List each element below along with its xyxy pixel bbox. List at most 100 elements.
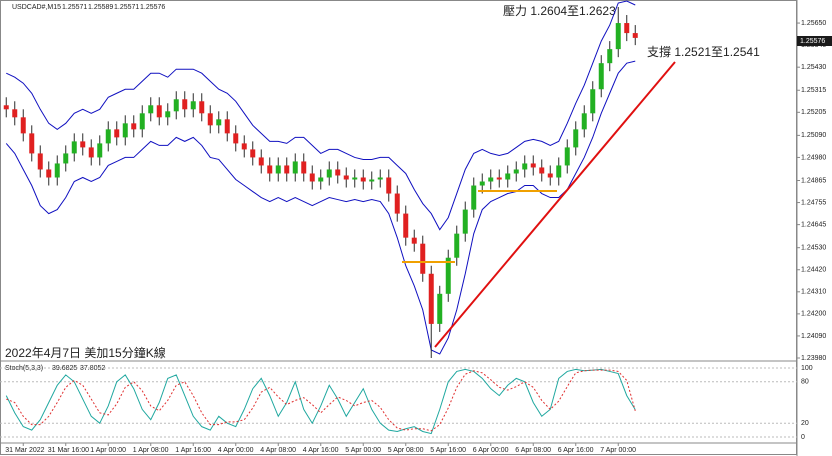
candle-body: [131, 123, 137, 130]
y-tick-label: 1.25090: [801, 132, 826, 139]
x-tick-label: 7 Apr 00:00: [600, 447, 636, 454]
candle-body: [522, 163, 528, 170]
candle-body: [335, 169, 341, 176]
candle-body: [318, 177, 324, 182]
candle-body: [513, 169, 519, 174]
candle-body: [615, 23, 621, 50]
candle-body: [54, 163, 60, 178]
candle-body: [105, 129, 111, 144]
candle-body: [326, 169, 332, 178]
candle-body: [182, 99, 188, 110]
candle-body: [309, 173, 315, 182]
candle-body: [224, 119, 230, 134]
quote-low: 1.25571: [114, 4, 139, 11]
chart-caption: 2022年4月7日 美加15分鐘K線: [5, 345, 166, 360]
candle-body: [20, 117, 26, 134]
candle-body: [488, 177, 494, 182]
y-tick-label: 20: [801, 420, 809, 427]
candle-body: [241, 143, 247, 150]
chart-header: USDCAD#,M15 1.25571 1.25589 1.25571 1.25…: [12, 4, 165, 11]
x-tick-label: 6 Apr 08:00: [515, 447, 551, 454]
x-tick-label: 6 Apr 00:00: [473, 447, 509, 454]
y-tick-label: 1.24755: [801, 199, 826, 206]
candle-body: [148, 105, 154, 114]
candle-body: [156, 105, 162, 118]
candle-body: [556, 165, 562, 178]
candle-body: [564, 147, 570, 166]
candle-body: [403, 213, 409, 238]
candle-body: [207, 113, 213, 126]
candle-body: [352, 177, 358, 180]
y-tick-label: 100: [801, 365, 813, 372]
trend-line: [434, 61, 676, 348]
price-marker-label: 1.25576: [800, 38, 825, 45]
candle-body: [369, 179, 375, 182]
candle-body: [3, 105, 9, 110]
candle-body: [496, 177, 502, 180]
x-tick-label: 4 Apr 16:00: [303, 447, 339, 454]
candle-body: [437, 293, 443, 324]
candle-body: [122, 123, 128, 138]
x-tick-label: 5 Apr 16:00: [430, 447, 466, 454]
indicator-line: [6, 369, 636, 432]
indicator-line: [5, 368, 636, 435]
candle-body: [258, 157, 264, 166]
candle-body: [547, 173, 553, 178]
candle-body: [598, 63, 604, 90]
x-tick-label: 4 Apr 00:00: [218, 447, 254, 454]
y-tick-label: 1.24980: [801, 154, 826, 161]
frame: [0, 0, 797, 455]
y-tick-label: 1.24200: [801, 311, 826, 318]
symbol: USDCAD#,M15: [12, 4, 61, 11]
x-tick-label: 31 Mar 2022: [5, 447, 44, 454]
candle-body: [250, 149, 256, 158]
y-tick-label: 1.24310: [801, 289, 826, 296]
candle-body: [190, 101, 196, 110]
candle-body: [199, 101, 205, 114]
candle-body: [292, 161, 298, 174]
candle-body: [377, 177, 383, 180]
x-tick-label: 1 Apr 08:00: [133, 447, 169, 454]
candle-body: [275, 165, 281, 174]
y-tick-label: 1.25315: [801, 87, 826, 94]
y-tick-label: 1.24090: [801, 333, 826, 340]
candle-body: [37, 153, 43, 170]
x-tick-label: 5 Apr 08:00: [388, 447, 424, 454]
candle-body: [386, 177, 392, 194]
candle-body: [216, 119, 222, 126]
candle-body: [505, 173, 511, 180]
candle-body: [267, 165, 273, 174]
candle-body: [139, 113, 145, 130]
candle-body: [420, 243, 426, 274]
x-tick-label: 5 Apr 00:00: [345, 447, 381, 454]
candle-body: [632, 33, 638, 38]
candle-body: [428, 273, 434, 324]
candle-body: [454, 233, 460, 258]
resistance-note: 壓力 1.2604至1.2623: [503, 4, 616, 18]
candle-body: [301, 161, 307, 174]
candle-body: [607, 49, 613, 64]
x-tick-label: 1 Apr 16:00: [175, 447, 211, 454]
candle-body: [479, 181, 485, 186]
candle-body: [624, 23, 630, 34]
candle-body: [530, 163, 536, 168]
candle-body: [97, 143, 103, 158]
candle-body: [233, 133, 239, 144]
price-marker: [797, 36, 832, 46]
candle-body: [343, 175, 349, 180]
candle-body: [581, 113, 587, 130]
candle-body: [360, 177, 366, 182]
quote-close: 1.25576: [140, 4, 165, 11]
band-line: [6, 0, 636, 231]
band-line: [5, 60, 636, 355]
y-tick-label: 1.24645: [801, 221, 826, 228]
candle-body: [29, 133, 35, 154]
candle-body: [462, 209, 468, 234]
quote-high: 1.25589: [88, 4, 113, 11]
candle-body: [539, 167, 545, 174]
y-tick-label: 1.24865: [801, 177, 826, 184]
x-tick-label: 6 Apr 16:00: [558, 447, 594, 454]
candle-body: [12, 109, 18, 118]
x-tick-label: 4 Apr 08:00: [260, 447, 296, 454]
